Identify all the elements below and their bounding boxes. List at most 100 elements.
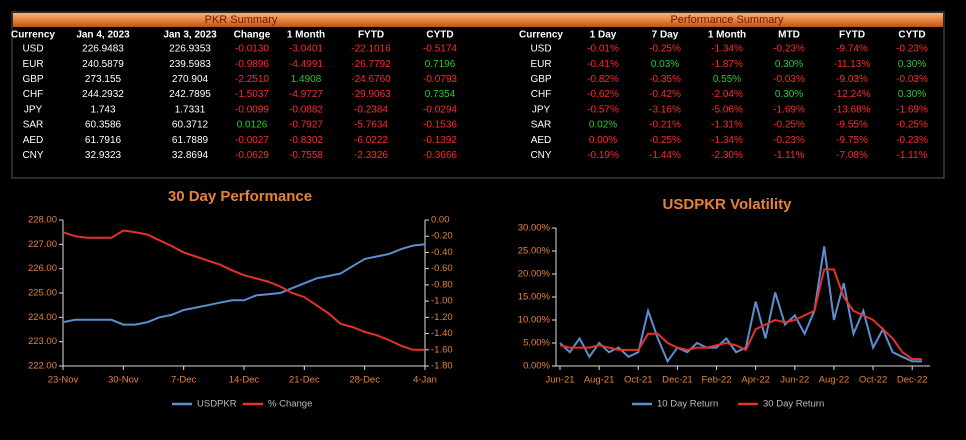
x-tick-label: Aug-21 — [584, 375, 615, 386]
y2-tick-label: -1.40 — [431, 328, 453, 339]
table-cell: 242.7895 — [169, 89, 211, 100]
table-cell: -9.75% — [836, 135, 868, 146]
table-cell: 273.155 — [85, 74, 122, 85]
x-tick-label: Dec-22 — [897, 375, 928, 386]
x-tick-label: 14-Dec — [229, 375, 260, 386]
table-cell: 0.03% — [651, 59, 679, 70]
table-cell: -2.2510 — [235, 74, 269, 85]
table-cell: -1.11% — [774, 150, 805, 161]
table-cell: 244.2932 — [82, 89, 124, 100]
table-cell: 0.7196 — [425, 59, 456, 70]
series-line — [559, 246, 922, 364]
table-cell: -0.23% — [896, 44, 928, 55]
y-tick-label: 5.00% — [523, 338, 550, 349]
table-cell: -0.23% — [773, 44, 805, 55]
x-tick-label: 28-Dec — [349, 375, 380, 386]
table-title: Performance Summary — [670, 14, 784, 26]
table-cell: -0.9896 — [235, 59, 269, 70]
table-title: PKR Summary — [205, 14, 278, 26]
table-cell: -0.0294 — [423, 104, 457, 115]
table-cell: -0.0130 — [235, 44, 269, 55]
table-cell: -22.1016 — [351, 44, 391, 55]
table-cell: -4.9727 — [289, 89, 323, 100]
table-cell: -0.2384 — [354, 104, 388, 115]
table-cell: -3.0401 — [289, 44, 323, 55]
table-cell: -0.62% — [587, 89, 619, 100]
table-cell: 226.9353 — [169, 44, 211, 55]
y-tick-label: 228.00 — [28, 215, 57, 226]
table-cell: 0.02% — [589, 120, 617, 131]
y2-tick-label: -1.80 — [431, 361, 453, 372]
table-cell: -0.25% — [649, 44, 681, 55]
table-cell: 60.3712 — [172, 120, 209, 131]
y2-tick-label: 0.00 — [431, 215, 450, 226]
column-header: 1 Month — [287, 30, 325, 41]
chart-title: 30 Day Performance — [168, 188, 312, 205]
table-cell: -2.30% — [711, 150, 743, 161]
x-tick-label: Jun-21 — [545, 375, 574, 386]
table-cell: 239.5983 — [169, 59, 211, 70]
table-cell: -0.03% — [773, 74, 805, 85]
y-tick-label: 0.00% — [523, 361, 550, 372]
y-tick-label: 10.00% — [518, 315, 551, 326]
column-header: 1 Month — [708, 30, 746, 41]
table-cell: GBP — [530, 74, 551, 85]
table-cell: 32.8694 — [172, 150, 209, 161]
table-cell: -0.01% — [587, 44, 619, 55]
table-cell: -5.06% — [711, 104, 743, 115]
column-header: Change — [234, 30, 271, 41]
x-tick-label: Oct-21 — [624, 375, 653, 386]
series-line — [62, 243, 426, 326]
table-cell: -0.57% — [587, 104, 619, 115]
table-cell: 60.3586 — [85, 120, 122, 131]
table-cell: -0.0793 — [423, 74, 457, 85]
column-header: CYTD — [426, 30, 453, 41]
table-cell: -0.5174 — [423, 44, 457, 55]
table-cell: 0.30% — [775, 59, 803, 70]
table-cell: EUR — [22, 59, 43, 70]
table-cell: AED — [531, 135, 552, 146]
table-cell: 1.743 — [90, 104, 115, 115]
table-cell: -1.11% — [897, 150, 928, 161]
y-tick-label: 226.00 — [28, 263, 57, 274]
table-cell: 0.00% — [589, 135, 617, 146]
table-cell: -0.1536 — [423, 120, 457, 131]
table-cell: -1.69% — [773, 104, 805, 115]
table-cell: -0.21% — [649, 120, 681, 131]
table-cell: SAR — [531, 120, 552, 131]
y2-tick-label: -1.60 — [431, 344, 453, 355]
y2-tick-label: -1.00 — [431, 296, 453, 307]
table-cell: AED — [23, 135, 44, 146]
x-tick-label: 23-Nov — [48, 375, 79, 386]
x-tick-label: 4-Jan — [413, 375, 437, 386]
x-tick-label: Oct-22 — [859, 375, 888, 386]
table-cell: -0.0099 — [235, 104, 269, 115]
table-cell: CNY — [530, 150, 551, 161]
x-tick-label: Feb-22 — [701, 375, 731, 386]
table-cell: CNY — [22, 150, 43, 161]
legend-label: 10 Day Return — [657, 399, 718, 410]
y-tick-label: 227.00 — [28, 239, 57, 250]
column-header: Currency — [519, 30, 563, 41]
y2-tick-label: -0.60 — [431, 263, 453, 274]
table-cell: 0.0126 — [237, 120, 268, 131]
table-cell: 240.5879 — [82, 59, 124, 70]
table-cell: -1.31% — [711, 120, 743, 131]
x-tick-label: 30-Nov — [108, 375, 139, 386]
table-cell: -9.55% — [836, 120, 868, 131]
table-cell: -11.13% — [834, 59, 871, 70]
column-header: FYTD — [839, 30, 865, 41]
x-tick-label: Dec-21 — [662, 375, 693, 386]
y2-tick-label: -0.40 — [431, 247, 453, 258]
series-line — [559, 268, 922, 361]
y-tick-label: 225.00 — [28, 288, 57, 299]
y-tick-label: 30.00% — [518, 223, 551, 234]
column-header: Jan 3, 2023 — [163, 30, 217, 41]
legend-label: % Change — [268, 399, 312, 410]
table-cell: JPY — [532, 104, 551, 115]
table-cell: -12.24% — [833, 89, 870, 100]
table-cell: CHF — [23, 89, 44, 100]
y2-tick-label: -0.80 — [431, 279, 453, 290]
table-cell: -0.23% — [896, 135, 928, 146]
chart-title: USDPKR Volatility — [663, 196, 793, 213]
